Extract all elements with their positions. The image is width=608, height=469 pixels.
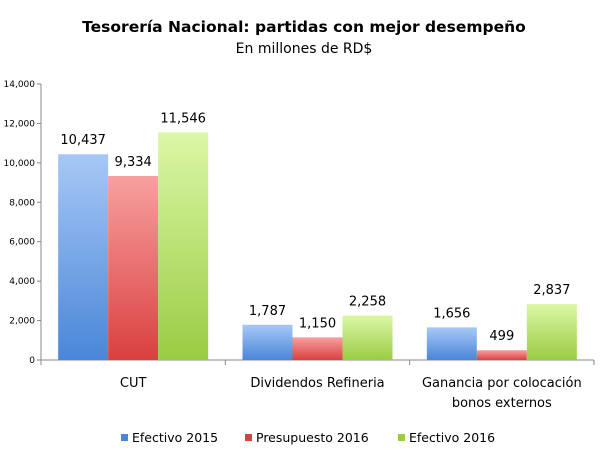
data-label: 1,656 [433, 306, 470, 321]
y-tick-label: 6,000 [9, 238, 35, 248]
bar-2-3 [476, 350, 527, 360]
legend: Efectivo 2015 Presupuesto 2016 Efectivo 20… [121, 430, 495, 445]
y-tick-label: 2,000 [9, 317, 35, 327]
data-label: 9,334 [115, 155, 152, 170]
legend-swatch [245, 434, 252, 441]
data-labels: 10,437 9,334 11,546 1,787 1,150 2,258 1,656 499… [60, 111, 570, 344]
legend-label: Efectivo 2015 [132, 430, 218, 445]
bar-1-2 [242, 324, 293, 360]
bars [58, 132, 577, 360]
y-axis: 0 2,000 4,000 6,000 8,000 10,000 12,000 14,000 [4, 80, 42, 366]
y-tick-label: 12,000 [4, 119, 36, 129]
x-category-label: Dividendos Refineria [250, 376, 384, 391]
data-label: 11,546 [160, 111, 206, 126]
legend-label: Presupuesto 2016 [256, 430, 369, 445]
data-label: 1,787 [249, 304, 286, 319]
bar-2-2 [292, 337, 343, 360]
legend-label: Efectivo 2016 [409, 430, 495, 445]
data-label: 2,837 [533, 283, 570, 298]
bar-2-1 [108, 175, 159, 360]
chart-subtitle: En millones de RD$ [236, 41, 373, 57]
y-tick-label: 4,000 [9, 277, 35, 287]
data-label: 1,150 [299, 316, 336, 331]
x-category-label: Ganancia por colocación [422, 376, 582, 391]
bar-3-2 [342, 315, 393, 360]
legend-swatch [398, 434, 405, 441]
data-label: 499 [489, 329, 514, 344]
data-label: 10,437 [60, 133, 106, 148]
bar-3-3 [526, 304, 577, 360]
legend-swatch [121, 434, 128, 441]
data-label: 2,258 [349, 294, 386, 309]
bar-3-1 [158, 132, 209, 360]
y-tick-label: 14,000 [4, 80, 36, 90]
x-category-label: bonos externos [452, 396, 552, 411]
bar-1-3 [426, 327, 477, 360]
y-tick-label: 0 [29, 356, 35, 366]
bar-1-1 [58, 154, 109, 360]
x-category-label: CUT [120, 376, 147, 391]
y-tick-label: 10,000 [4, 159, 36, 169]
x-axis: CUT Dividendos Refineria Ganancia por colo… [40, 359, 595, 411]
chart-title: Tesorería Nacional: partidas con mejor d… [82, 18, 526, 36]
y-tick-label: 8,000 [9, 198, 35, 208]
